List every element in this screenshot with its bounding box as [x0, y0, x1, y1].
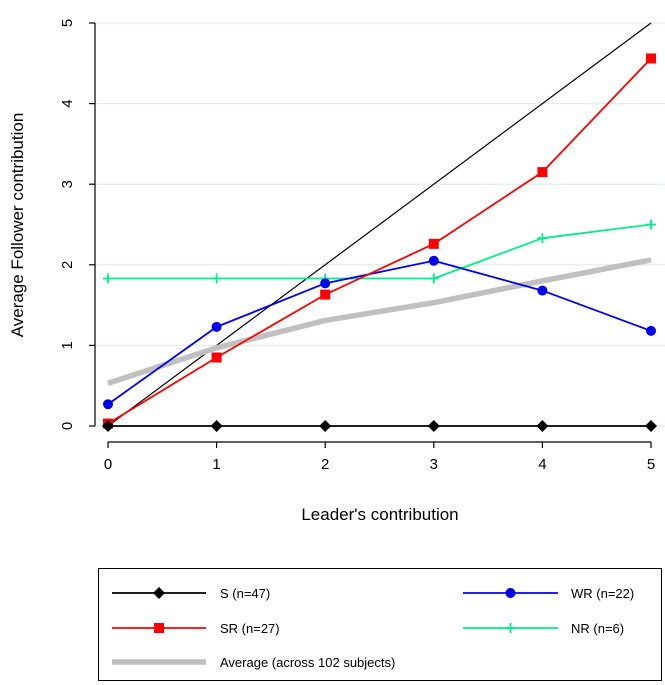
- legend-marker-sr: [154, 623, 164, 633]
- x-tick-label-5: 5: [647, 456, 655, 473]
- point-nr-4: [537, 233, 548, 244]
- point-nr-5: [646, 219, 656, 230]
- legend-label-wr: WR (n=22): [571, 586, 634, 601]
- legend-entry-sr: SR (n=27): [112, 621, 280, 636]
- series-line-wr: [107, 259, 652, 405]
- legend-marker-nr: [505, 623, 516, 633]
- y-tick-label-1: 1: [59, 341, 76, 349]
- point-s-0: [102, 420, 114, 432]
- point-s-1: [210, 420, 223, 432]
- y-tick-label-2: 2: [59, 261, 76, 269]
- series-line-sr: [107, 57, 652, 425]
- point-sr-2: [320, 289, 331, 300]
- legend-entry-s: S (n=47): [112, 586, 270, 601]
- y-tick-label-5: 5: [59, 19, 76, 27]
- series-sr: [103, 53, 656, 429]
- y-tick-label-0: 0: [59, 422, 76, 430]
- axes: 0 1 2 3 4 5 0 1 2 3 4 5: [59, 19, 655, 473]
- point-nr-1: [211, 273, 222, 284]
- y-tick-label-4: 4: [59, 99, 76, 107]
- point-sr-5: [646, 53, 656, 64]
- point-nr-3: [428, 273, 439, 284]
- y-axis-title: Average Follower contribution: [8, 113, 27, 338]
- x-axis-title: Leader's contribution: [301, 505, 458, 524]
- x-tick-label-4: 4: [538, 456, 546, 473]
- point-s-5: [645, 420, 657, 432]
- legend-label-s: S (n=47): [220, 586, 270, 601]
- point-wr-3: [428, 255, 439, 266]
- series-s: [102, 420, 657, 432]
- reference-line: [107, 22, 652, 427]
- y-tick-label-3: 3: [59, 180, 76, 188]
- legend-entry-wr: WR (n=22): [463, 586, 634, 601]
- legend-label-sr: SR (n=27): [220, 621, 280, 636]
- x-tick-label-0: 0: [104, 456, 112, 473]
- point-s-3: [427, 420, 440, 432]
- series-average: [107, 257, 652, 386]
- point-wr-5: [646, 325, 656, 336]
- legend-label-average: Average (across 102 subjects): [220, 655, 395, 670]
- series-line-average: [107, 257, 652, 386]
- reference-line-group: [107, 22, 652, 427]
- legend-label-nr: NR (n=6): [571, 621, 624, 636]
- series-wr: [103, 255, 656, 410]
- point-s-2: [319, 420, 332, 432]
- legend-entry-average: Average (across 102 subjects): [112, 655, 395, 670]
- point-sr-1: [211, 352, 222, 363]
- point-wr-0: [103, 399, 113, 410]
- point-nr-0: [103, 273, 113, 284]
- series-group: [102, 53, 657, 432]
- legend: S (n=47) WR (n=22) SR (n=27) NR (n=6) Averag…: [98, 568, 662, 681]
- x-tick-label-2: 2: [321, 456, 329, 473]
- point-sr-4: [537, 167, 548, 178]
- legend-entry-nr: NR (n=6): [463, 621, 624, 636]
- point-s-4: [536, 420, 549, 432]
- point-wr-1: [211, 321, 222, 332]
- legend-marker-wr: [505, 588, 516, 598]
- x-tick-label-3: 3: [430, 456, 438, 473]
- series-line-nr: [108, 223, 652, 280]
- point-wr-2: [320, 278, 331, 289]
- point-sr-3: [428, 238, 439, 249]
- point-wr-4: [537, 285, 548, 296]
- x-tick-label-1: 1: [212, 456, 220, 473]
- legend-marker-s: [153, 587, 165, 599]
